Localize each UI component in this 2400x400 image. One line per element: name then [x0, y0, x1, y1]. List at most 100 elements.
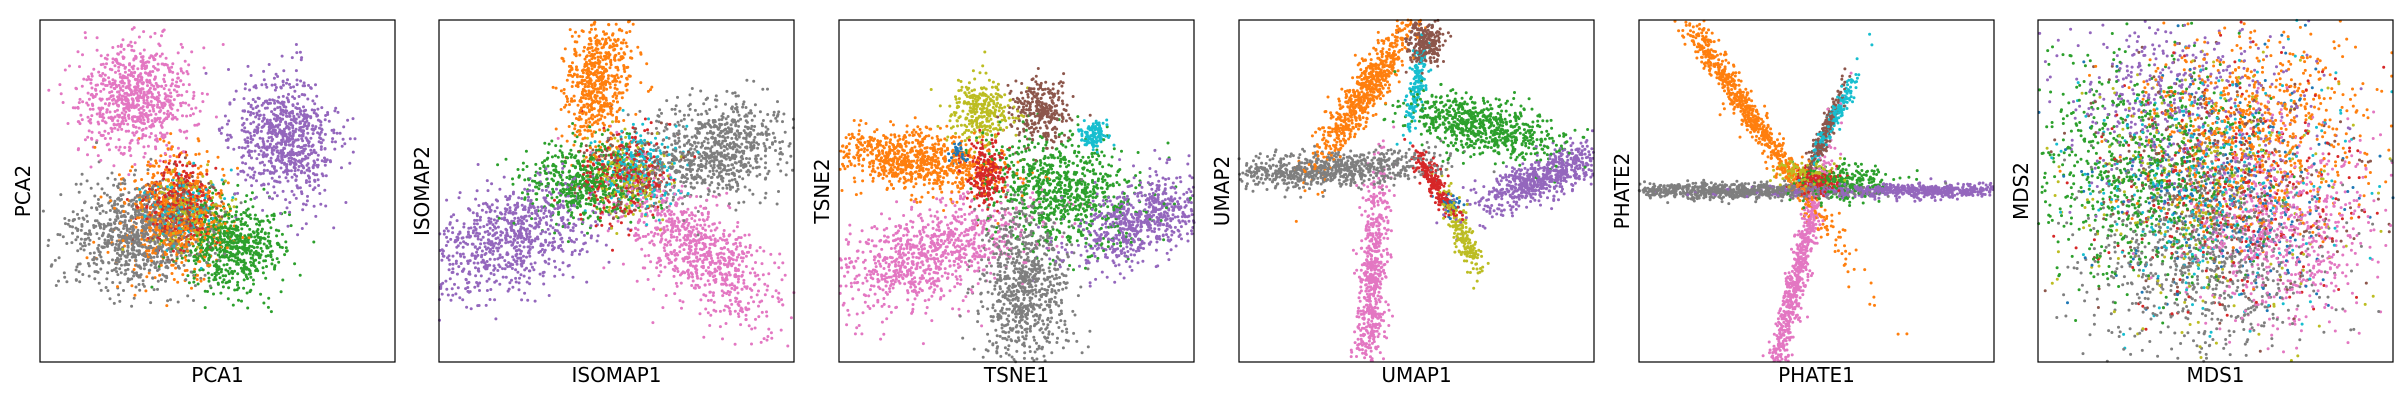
pca-point-series-2 [77, 216, 81, 220]
pca-point-series-0 [198, 109, 202, 113]
pca-point-series-0 [117, 97, 120, 101]
pca-point-series-3 [117, 173, 121, 177]
pca-point-series-0 [130, 106, 134, 109]
pca-point-series-6 [195, 245, 199, 249]
pca-point-series-0 [140, 121, 144, 125]
pca-point-series-1 [323, 147, 327, 151]
pca-point-series-5 [245, 194, 249, 198]
pca-point-series-0 [81, 53, 84, 57]
pca-point-series-6 [214, 203, 218, 206]
pca-point-series-3 [167, 208, 171, 212]
pca-point-series-0 [79, 113, 83, 117]
pca-point-series-1 [300, 93, 304, 96]
pca-point-series-5 [257, 252, 261, 256]
pca-point-series-1 [252, 112, 255, 115]
pca-point-series-0 [160, 34, 163, 38]
pca-point-series-2 [79, 247, 83, 251]
pca-point-series-5 [251, 253, 255, 257]
pca-point-series-2 [102, 191, 106, 195]
pca-point-series-1 [243, 109, 246, 113]
pca-point-series-2 [49, 264, 53, 268]
pca-point-series-5 [280, 232, 284, 236]
pca-point-series-0 [153, 97, 157, 101]
isomap-point-series-0 [571, 61, 574, 65]
pca-point-series-5 [199, 203, 203, 207]
pca-point-series-1 [227, 68, 230, 71]
isomap-point-series-3 [475, 250, 479, 254]
pca-point-series-5 [210, 199, 214, 203]
pca-point-series-1 [223, 114, 227, 118]
pca-point-series-5 [254, 238, 258, 242]
isomap-point-series-1 [662, 129, 666, 133]
pca-point-series-1 [308, 184, 312, 188]
isomap-point-series-2 [533, 174, 537, 177]
pca-point-series-4 [162, 174, 166, 178]
pca-point-series-1 [251, 107, 255, 111]
pca-point-series-3 [176, 280, 180, 284]
pca-point-series-1 [247, 154, 251, 158]
pca-point-series-0 [169, 91, 173, 95]
pca-point-series-2 [83, 241, 86, 245]
pca-point-series-1 [251, 98, 255, 101]
pca-point-series-0 [202, 46, 206, 50]
pca-point-series-0 [63, 68, 67, 72]
pca-point-series-1 [313, 179, 317, 183]
pca-point-series-5 [264, 254, 268, 258]
pca-point-series-4 [184, 175, 188, 179]
pca-scatter-points [41, 26, 357, 314]
pca-point-series-0 [123, 113, 127, 117]
pca-point-series-8 [191, 191, 195, 195]
pca-point-series-1 [297, 95, 301, 98]
pca-point-series-6 [171, 239, 175, 243]
pca-point-series-3 [201, 188, 205, 192]
pca-point-series-5 [289, 224, 293, 228]
pca-point-series-2 [121, 252, 125, 256]
pca-point-series-1 [267, 125, 271, 129]
pca-point-series-1 [245, 117, 249, 121]
pca-point-series-0 [128, 62, 132, 66]
pca-point-series-3 [197, 152, 201, 156]
pca-point-series-2 [115, 239, 119, 243]
pca-point-series-2 [134, 285, 138, 289]
pca-point-series-1 [279, 129, 283, 133]
pca-point-series-1 [274, 142, 278, 146]
pca-point-series-3 [183, 269, 187, 273]
pca-point-series-2 [132, 220, 136, 224]
pca-point-series-1 [287, 111, 291, 115]
pca-point-series-5 [206, 238, 210, 241]
pca-point-series-1 [293, 89, 297, 93]
pca-point-series-0 [151, 107, 155, 111]
pca-point-series-4 [172, 181, 176, 185]
pca-point-series-5 [240, 227, 244, 231]
pca-point-series-0 [126, 122, 130, 126]
pca-point-series-2 [165, 264, 169, 268]
pca-point-series-5 [267, 231, 271, 235]
pca-point-series-2 [125, 249, 129, 253]
pca-point-series-2 [115, 262, 119, 266]
pca-point-series-4 [167, 161, 171, 165]
pca-point-series-2 [87, 264, 91, 268]
pca-point-series-1 [323, 132, 327, 136]
isomap-point-series-2 [535, 198, 539, 201]
pca-point-series-1 [292, 114, 296, 118]
isomap-point-series-4 [697, 241, 701, 245]
pca-point-series-1 [293, 169, 297, 173]
pca-point-series-1 [265, 106, 269, 110]
pca-point-series-0 [148, 72, 152, 76]
isomap-point-series-1 [690, 87, 694, 90]
pca-point-series-1 [317, 140, 321, 144]
pca-point-series-1 [304, 203, 308, 207]
pca-point-series-1 [298, 50, 302, 54]
pca-point-series-2 [57, 279, 60, 283]
pca-point-series-0 [61, 101, 65, 104]
pca-point-series-3 [174, 266, 178, 270]
pca-point-series-5 [201, 268, 205, 272]
pca-point-series-3 [175, 253, 179, 257]
pca-point-series-2 [154, 266, 158, 270]
pca-point-series-2 [120, 263, 123, 267]
pca-point-series-0 [137, 73, 141, 77]
pca-point-series-5 [257, 241, 261, 245]
pca-point-series-2 [105, 277, 109, 281]
pca-point-series-5 [228, 266, 232, 270]
pca-point-series-8 [143, 215, 147, 218]
